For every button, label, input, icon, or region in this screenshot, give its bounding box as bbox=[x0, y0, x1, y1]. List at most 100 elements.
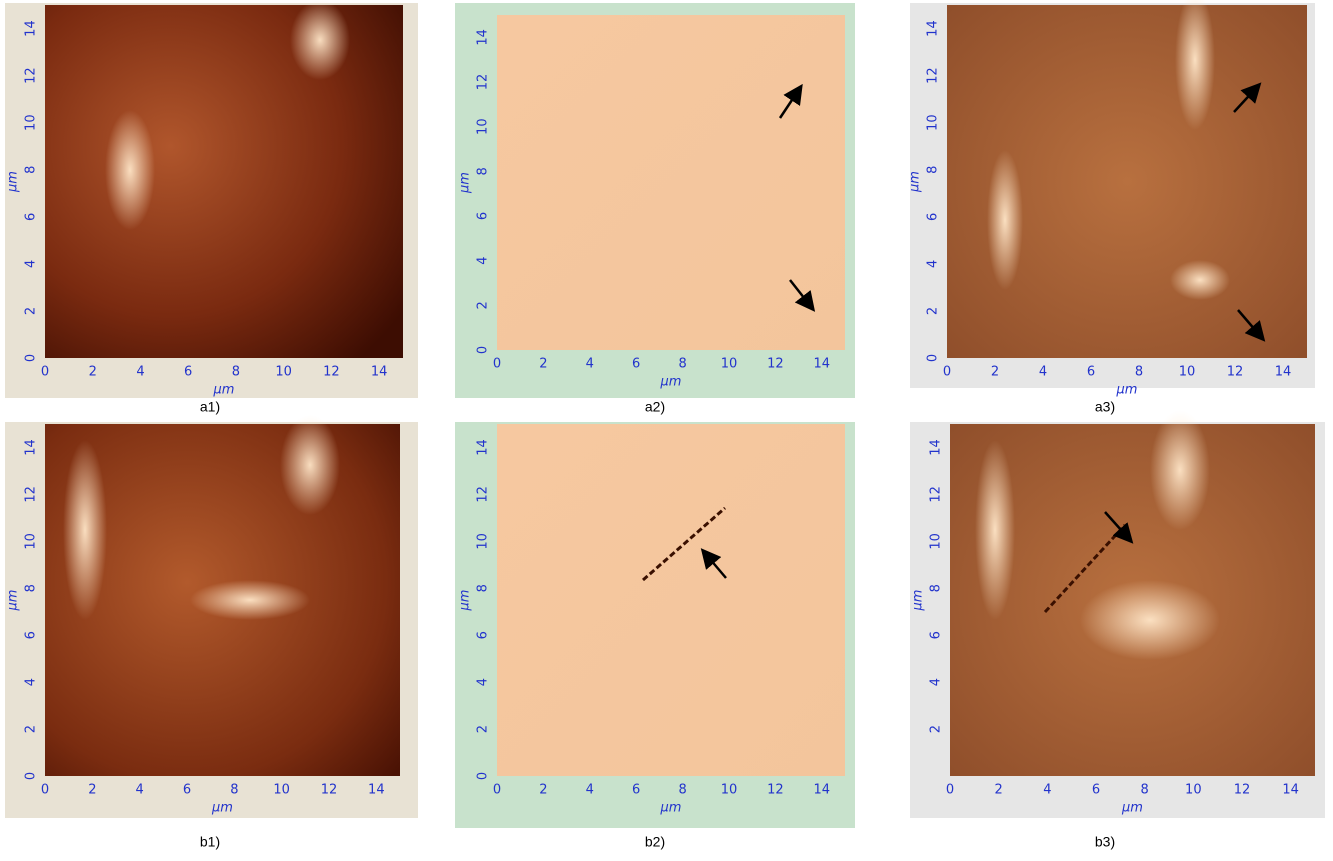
x-tick-label: 4 bbox=[586, 357, 594, 372]
x-tick-label: 6 bbox=[632, 783, 640, 798]
x-tick-label: 6 bbox=[632, 357, 640, 372]
x-tick-label: 0 bbox=[41, 365, 49, 380]
y-tick-label: 6 bbox=[929, 631, 944, 639]
x-tick-label: 12 bbox=[767, 357, 784, 372]
x-tick-label: 8 bbox=[678, 783, 686, 798]
image-highlight bbox=[1080, 580, 1220, 660]
x-tick-label: 4 bbox=[1043, 783, 1051, 798]
image-highlight bbox=[190, 580, 310, 620]
x-tick-label: 14 bbox=[814, 357, 831, 372]
x-tick-label: 6 bbox=[1087, 365, 1095, 380]
y-tick-label: 14 bbox=[476, 439, 491, 456]
y-tick-label: 8 bbox=[926, 166, 941, 174]
y-tick-label: 12 bbox=[929, 486, 944, 503]
x-tick-label: 14 bbox=[368, 783, 385, 798]
panel-caption: a1) bbox=[200, 399, 220, 415]
x-tick-label: 6 bbox=[1092, 783, 1100, 798]
x-tick-label: 10 bbox=[1179, 365, 1196, 380]
x-tick-label: 12 bbox=[321, 783, 338, 798]
y-tick-label: 0 bbox=[24, 772, 39, 780]
x-tick-label: 0 bbox=[493, 357, 501, 372]
x-tick-label: 10 bbox=[275, 365, 292, 380]
image-highlight bbox=[280, 415, 340, 515]
y-tick-label: 0 bbox=[476, 346, 491, 354]
x-tick-label: 0 bbox=[41, 783, 49, 798]
y-tick-label: 6 bbox=[476, 631, 491, 639]
y-tick-label: 14 bbox=[929, 439, 944, 456]
x-tick-label: 14 bbox=[1282, 783, 1299, 798]
x-tick-label: 12 bbox=[1227, 365, 1244, 380]
x-tick-label: 10 bbox=[273, 783, 290, 798]
y-tick-label: 8 bbox=[476, 584, 491, 592]
y-tick-label: 14 bbox=[24, 439, 39, 456]
x-tick-label: 2 bbox=[539, 357, 547, 372]
x-axis-label: µm bbox=[1121, 801, 1143, 816]
x-axis-label: µm bbox=[1116, 383, 1138, 398]
image-highlight bbox=[987, 150, 1023, 290]
panel-caption: a2) bbox=[645, 399, 665, 415]
x-axis-label: µm bbox=[660, 801, 682, 816]
y-tick-label: 8 bbox=[929, 584, 944, 592]
y-tick-label: 10 bbox=[476, 533, 491, 550]
panel-caption: b3) bbox=[1095, 834, 1115, 850]
y-axis-label: µm bbox=[6, 590, 21, 612]
y-axis-label: µm bbox=[458, 590, 473, 612]
panel-caption: b2) bbox=[645, 834, 665, 850]
y-tick-label: 14 bbox=[24, 20, 39, 37]
x-tick-label: 12 bbox=[1234, 783, 1251, 798]
y-axis-label: µm bbox=[908, 171, 923, 193]
y-tick-label: 6 bbox=[476, 212, 491, 220]
x-tick-label: 8 bbox=[232, 365, 240, 380]
x-axis-label: µm bbox=[211, 801, 233, 816]
y-tick-label: 2 bbox=[24, 307, 39, 315]
x-tick-label: 8 bbox=[678, 357, 686, 372]
x-tick-label: 14 bbox=[1275, 365, 1292, 380]
x-tick-label: 4 bbox=[136, 783, 144, 798]
y-tick-label: 2 bbox=[926, 307, 941, 315]
x-tick-label: 2 bbox=[539, 783, 547, 798]
image-highlight bbox=[105, 110, 155, 230]
x-tick-label: 2 bbox=[89, 365, 97, 380]
x-tick-label: 12 bbox=[323, 365, 340, 380]
y-tick-label: 8 bbox=[24, 584, 39, 592]
x-tick-label: 4 bbox=[136, 365, 144, 380]
x-tick-label: 10 bbox=[721, 783, 738, 798]
y-tick-label: 2 bbox=[476, 301, 491, 309]
afm-image bbox=[497, 15, 845, 350]
image-highlight bbox=[1150, 410, 1210, 530]
x-tick-label: 10 bbox=[1185, 783, 1202, 798]
y-tick-label: 4 bbox=[24, 260, 39, 268]
x-axis-label: µm bbox=[660, 375, 682, 390]
x-tick-label: 0 bbox=[493, 783, 501, 798]
x-tick-label: 12 bbox=[767, 783, 784, 798]
x-tick-label: 6 bbox=[184, 365, 192, 380]
y-axis-label: µm bbox=[6, 171, 21, 193]
x-tick-label: 0 bbox=[943, 365, 951, 380]
afm-image bbox=[497, 424, 845, 776]
x-tick-label: 2 bbox=[995, 783, 1003, 798]
y-tick-label: 2 bbox=[24, 725, 39, 733]
y-tick-label: 4 bbox=[926, 260, 941, 268]
y-tick-label: 12 bbox=[476, 486, 491, 503]
x-tick-label: 8 bbox=[230, 783, 238, 798]
x-tick-label: 14 bbox=[371, 365, 388, 380]
y-tick-label: 12 bbox=[24, 67, 39, 84]
image-highlight bbox=[1170, 260, 1230, 300]
y-tick-label: 4 bbox=[476, 257, 491, 265]
y-tick-label: 8 bbox=[476, 167, 491, 175]
y-tick-label: 4 bbox=[24, 678, 39, 686]
y-tick-label: 4 bbox=[929, 678, 944, 686]
x-tick-label: 2 bbox=[88, 783, 96, 798]
y-tick-label: 4 bbox=[476, 678, 491, 686]
y-axis-label: µm bbox=[458, 172, 473, 194]
image-highlight bbox=[63, 440, 107, 620]
image-highlight bbox=[290, 0, 350, 80]
y-tick-label: 0 bbox=[476, 772, 491, 780]
x-tick-label: 8 bbox=[1135, 365, 1143, 380]
y-tick-label: 10 bbox=[929, 533, 944, 550]
x-tick-label: 0 bbox=[946, 783, 954, 798]
y-tick-label: 2 bbox=[929, 725, 944, 733]
y-tick-label: 12 bbox=[926, 67, 941, 84]
image-highlight bbox=[975, 440, 1015, 620]
x-tick-label: 2 bbox=[991, 365, 999, 380]
